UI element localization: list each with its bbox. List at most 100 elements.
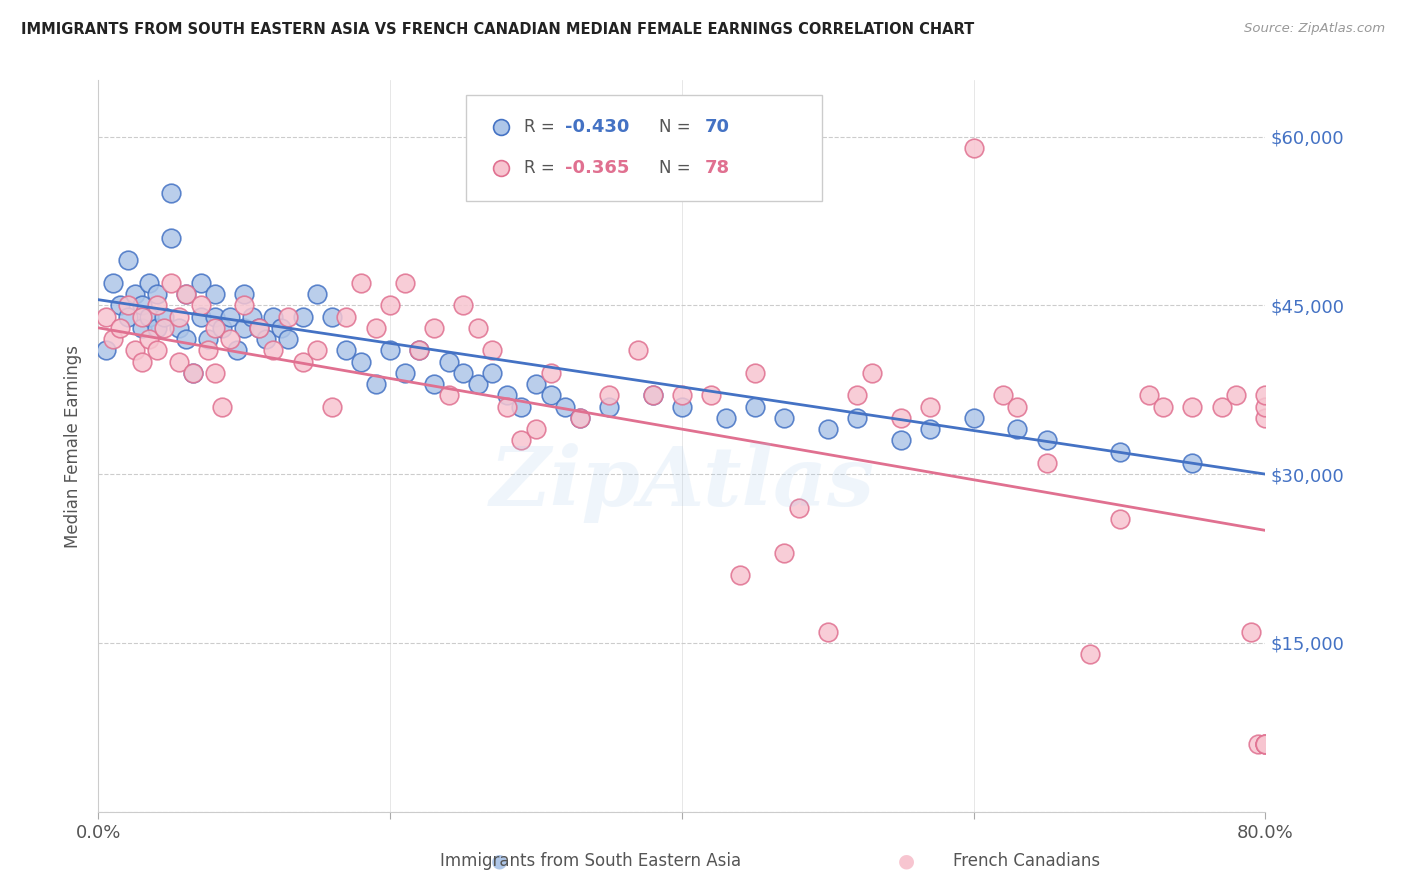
Point <box>262 343 284 358</box>
Point <box>233 287 256 301</box>
Point <box>846 410 869 425</box>
Point <box>101 332 124 346</box>
Point <box>510 400 533 414</box>
Point <box>591 805 613 819</box>
Point <box>730 568 752 582</box>
Point <box>437 354 460 368</box>
Point <box>190 310 212 324</box>
Text: -0.430: -0.430 <box>565 118 630 136</box>
Point <box>700 388 723 402</box>
Point <box>262 310 284 324</box>
Point <box>1108 444 1130 458</box>
Point <box>1108 512 1130 526</box>
Point <box>167 321 190 335</box>
Point <box>714 410 737 425</box>
Point <box>467 321 489 335</box>
Point <box>247 321 270 335</box>
Point <box>481 343 503 358</box>
Point <box>598 400 620 414</box>
Point <box>671 400 693 414</box>
Text: N =: N = <box>658 159 696 177</box>
Point <box>204 321 226 335</box>
Point <box>160 231 183 245</box>
Point <box>350 354 373 368</box>
Point <box>117 253 139 268</box>
Point <box>167 310 190 324</box>
Point <box>1254 737 1277 751</box>
Point <box>380 343 402 358</box>
Text: IMMIGRANTS FROM SOUTH EASTERN ASIA VS FRENCH CANADIAN MEDIAN FEMALE EARNINGS COR: IMMIGRANTS FROM SOUTH EASTERN ASIA VS FR… <box>21 22 974 37</box>
Point <box>1254 410 1277 425</box>
Point <box>277 332 299 346</box>
Point <box>174 332 197 346</box>
Point <box>181 366 204 380</box>
Point <box>364 321 387 335</box>
Point <box>1181 456 1204 470</box>
Text: R =: R = <box>524 118 561 136</box>
Point <box>146 287 169 301</box>
Text: Source: ZipAtlas.com: Source: ZipAtlas.com <box>1244 22 1385 36</box>
Point <box>598 388 620 402</box>
Point <box>1254 737 1277 751</box>
Point <box>131 321 153 335</box>
Point <box>1035 456 1057 470</box>
Point <box>254 332 277 346</box>
Point <box>423 321 446 335</box>
Point <box>124 287 146 301</box>
Point <box>211 400 233 414</box>
Point <box>451 298 474 312</box>
Point <box>110 298 132 312</box>
Point <box>146 321 169 335</box>
Point <box>1035 434 1057 448</box>
Point <box>94 343 117 358</box>
Point <box>174 287 197 301</box>
Point <box>408 343 430 358</box>
Point <box>1247 737 1270 751</box>
Text: ●: ● <box>898 851 915 871</box>
Point <box>496 400 519 414</box>
Point <box>174 287 197 301</box>
Point <box>380 298 402 312</box>
Point <box>117 298 139 312</box>
Point <box>117 310 139 324</box>
Point <box>160 276 183 290</box>
Point <box>744 366 766 380</box>
Point <box>335 310 357 324</box>
Point <box>1007 400 1029 414</box>
Point <box>744 400 766 414</box>
Point <box>204 366 226 380</box>
Point <box>890 434 912 448</box>
Point <box>671 388 693 402</box>
Point <box>540 366 562 380</box>
Point <box>197 332 219 346</box>
Point <box>277 310 299 324</box>
Point <box>568 410 591 425</box>
Text: R =: R = <box>524 159 561 177</box>
Point <box>510 434 533 448</box>
Text: -0.365: -0.365 <box>565 159 630 177</box>
Point <box>364 377 387 392</box>
Point <box>641 388 664 402</box>
Point <box>1240 624 1263 639</box>
Point <box>817 624 839 639</box>
Point <box>540 388 562 402</box>
Point <box>160 186 183 200</box>
Point <box>138 332 160 346</box>
Point <box>94 310 117 324</box>
Text: French Canadians: French Canadians <box>953 852 1099 870</box>
Point <box>1181 400 1204 414</box>
Point <box>146 343 169 358</box>
Point <box>773 546 796 560</box>
Point <box>846 388 869 402</box>
Point <box>110 321 132 335</box>
Point <box>1254 400 1277 414</box>
Point <box>335 343 357 358</box>
Point <box>211 321 233 335</box>
Point <box>423 377 446 392</box>
Point <box>481 366 503 380</box>
Point <box>787 500 810 515</box>
Point <box>204 287 226 301</box>
Point <box>554 400 576 414</box>
Point <box>321 310 343 324</box>
Point <box>1007 422 1029 436</box>
